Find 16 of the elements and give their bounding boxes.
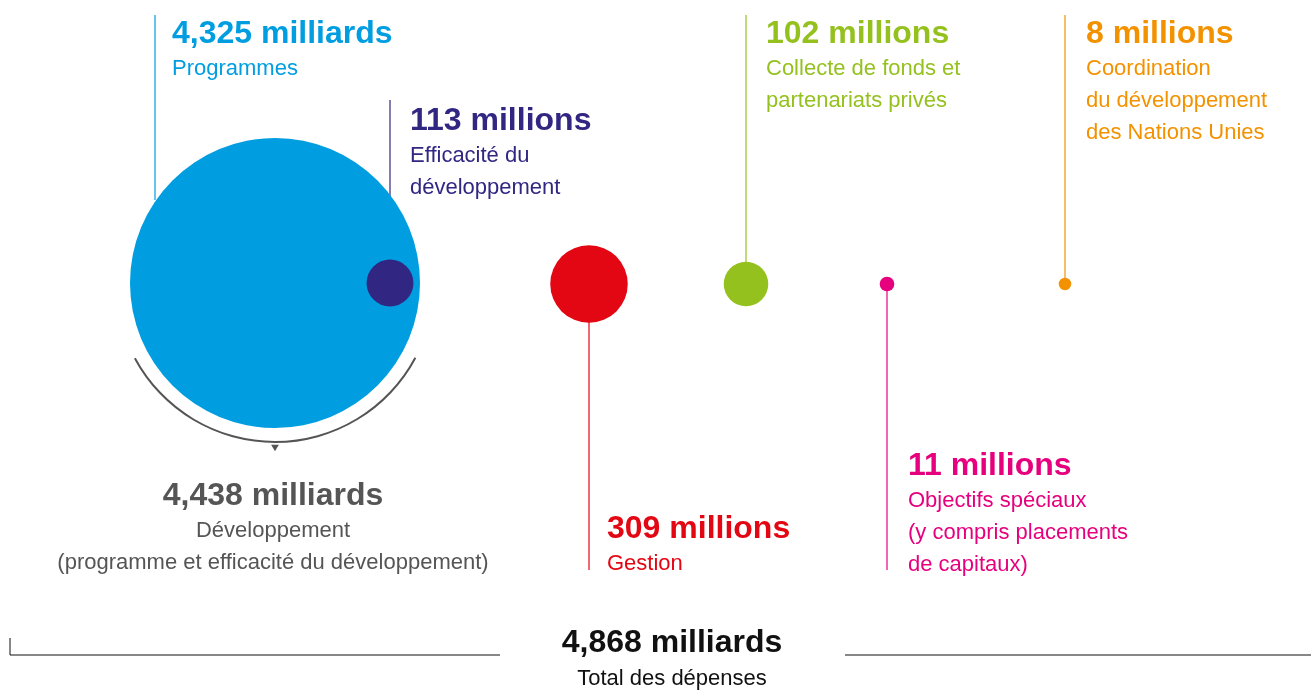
text: Total des dépenses (577, 665, 767, 690)
text: 4,868 milliards (561, 623, 783, 659)
category-label: Collecte de fonds et partenariats privés (766, 55, 961, 112)
category-label: Programmes (172, 55, 298, 80)
text: 4,438 milliards (162, 476, 384, 512)
category-label: Gestion (607, 550, 683, 575)
data-label: 102 millions (766, 14, 950, 50)
category-label: Efficacité du développement (410, 142, 561, 199)
data-label: 11 millions (908, 446, 1072, 482)
data-label: 309 millions (607, 509, 791, 545)
category-label: Objectifs spéciaux (y compris placements de capitaux) (908, 487, 1129, 576)
text: Développement (programme et efficacité du développement) (57, 517, 489, 574)
data-label: 8 millions (1086, 14, 1234, 50)
data-label: 113 millions (410, 101, 592, 137)
data-label: 4,325 milliards (172, 14, 393, 50)
category-label: Coordination du développement des Nations Unies (1086, 55, 1268, 144)
